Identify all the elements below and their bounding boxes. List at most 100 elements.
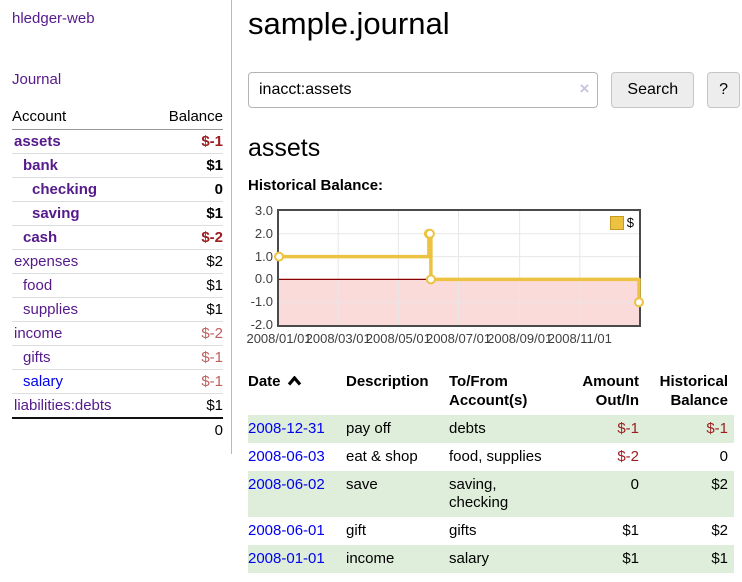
chart-plot-area: $: [274, 209, 644, 327]
search-input[interactable]: [248, 72, 599, 108]
page-title: sample.journal: [248, 6, 450, 41]
register-row: 2008-06-02 save saving, checking 0 $2: [248, 471, 734, 517]
sidebar-account-link[interactable]: cash: [23, 229, 58, 246]
sidebar-account-row: bank $1: [12, 154, 223, 178]
sidebar-account-link[interactable]: income: [14, 325, 63, 342]
register-amount: 0: [561, 471, 645, 517]
balance-column-header: Balance: [168, 108, 223, 125]
sidebar-account-link[interactable]: food: [23, 277, 53, 294]
register-row: 2008-01-01 income salary $1 $1: [248, 545, 734, 573]
register-date-link[interactable]: 2008-06-02: [248, 476, 325, 493]
sidebar-account-link[interactable]: expenses: [14, 253, 79, 270]
sidebar-account-balance: $1: [206, 205, 223, 222]
y-axis-tick-label: 2.0: [254, 225, 273, 241]
clear-search-icon[interactable]: ×: [579, 79, 590, 98]
sidebar-account-link[interactable]: liabilities:debts: [14, 397, 112, 414]
sidebar-account-row: salary $-1: [12, 370, 223, 394]
register-balance: $2: [645, 471, 734, 517]
x-axis-tick-label: 2008/05/01: [365, 331, 431, 346]
y-axis-tick-label: -1.0: [250, 294, 273, 310]
sidebar-account-row: gifts $-1: [12, 346, 223, 370]
register-amount: $-2: [617, 448, 639, 465]
app-brand: hledger-web: [12, 10, 223, 27]
sidebar-account-row: liabilities:debts $1: [12, 394, 223, 417]
legend-swatch-icon: [609, 215, 624, 230]
register-header-accounts: To/From Account(s): [449, 373, 528, 409]
sidebar-account-balance: $-1: [201, 349, 223, 366]
sort-ascending-icon: [287, 375, 301, 386]
main-content: sample.journal × Search ? assets Histori…: [246, 0, 740, 573]
register-table: Date Description To/From Account(s) Amou…: [248, 370, 734, 573]
account-table-header: Account Balance: [12, 105, 223, 130]
sidebar-account-balance: $1: [206, 301, 223, 318]
sidebar-account-row: expenses $2: [12, 250, 223, 274]
account-column-header: Account: [12, 108, 67, 125]
sidebar-account-link[interactable]: assets: [14, 133, 61, 150]
x-axis-tick-label: 2008/03/01: [305, 331, 371, 346]
help-button[interactable]: ?: [707, 72, 740, 108]
sidebar-account-row: cash $-2: [12, 226, 223, 250]
x-axis-tick-label: 2008/09/01: [487, 331, 553, 346]
sidebar-account-row: food $1: [12, 274, 223, 298]
search-button[interactable]: Search: [611, 72, 695, 108]
register-amount: $1: [561, 545, 645, 573]
register-date-link[interactable]: 2008-06-01: [248, 522, 325, 539]
y-axis-tick-label: 0.0: [254, 271, 273, 287]
account-rows: assets $-1 bank $1 checking 0 saving $1 …: [12, 130, 223, 417]
register-balance: $-1: [645, 415, 734, 443]
sidebar-account-link[interactable]: bank: [23, 157, 59, 174]
search-input-wrap: ×: [248, 72, 599, 108]
register-row: 2008-06-01 gift gifts $1 $2: [248, 517, 734, 545]
search-form: × Search ?: [248, 72, 740, 108]
register-accounts: salary: [449, 545, 561, 573]
sidebar-account-balance: $-1: [201, 373, 223, 390]
register-header-date[interactable]: Date: [248, 370, 346, 415]
chart-title: Historical Balance:: [248, 177, 384, 194]
sidebar-account-row: supplies $1: [12, 298, 223, 322]
sidebar-account-balance: $-1: [201, 133, 223, 150]
legend-series-label: $: [626, 215, 634, 230]
sidebar-account-link[interactable]: saving: [32, 205, 80, 222]
register-description: eat & shop: [346, 448, 418, 465]
account-total-value: 0: [214, 422, 223, 439]
historical-balance-chart: 3.0 2.0 1.0 0.0 -1.0 -2.0 $ 2008/01/01 2008/03…: [246, 204, 740, 349]
sidebar-account-balance: $-2: [201, 229, 223, 246]
sidebar-account-balance: 0: [214, 181, 223, 198]
register-description: pay off: [346, 415, 449, 443]
register-date-link[interactable]: 2008-01-01: [248, 550, 325, 567]
register-header-row: Date Description To/From Account(s) Amou…: [248, 370, 734, 415]
register-accounts: saving, checking: [449, 471, 561, 517]
sidebar-account-table: Account Balance assets $-1 bank $1 check…: [12, 105, 223, 442]
y-axis-tick-label: 1.0: [254, 248, 273, 264]
register-balance: $1: [645, 545, 734, 573]
y-axis-tick-label: 3.0: [254, 203, 273, 218]
register-description: gift: [346, 522, 367, 539]
sidebar-account-link[interactable]: salary: [23, 373, 64, 390]
register-accounts: debts: [449, 415, 561, 443]
register-row: 2008-12-31 pay off debts $-1 $-1: [248, 415, 734, 443]
sidebar-account-balance: $1: [206, 157, 223, 174]
register-balance: $2: [711, 522, 728, 539]
register-date-link[interactable]: 2008-12-31: [248, 420, 325, 437]
chart-legend: $: [609, 215, 634, 230]
register-amount: $-1: [561, 415, 645, 443]
account-total-row: 0: [12, 417, 223, 442]
sidebar-account-link[interactable]: supplies: [23, 301, 79, 318]
sidebar-account-balance: $-2: [201, 325, 223, 342]
sidebar: hledger-web Journal Account Balance asse…: [0, 0, 232, 454]
register-amount: $1: [622, 522, 639, 539]
x-axis-tick-label: 2008/01/01: [246, 331, 312, 346]
sidebar-account-link[interactable]: checking: [32, 181, 98, 198]
x-axis-tick-label: 2008/11/01: [547, 331, 612, 346]
register-date-link[interactable]: 2008-06-03: [248, 448, 325, 465]
chart-plot-svg: [274, 211, 644, 325]
sidebar-item-journal[interactable]: Journal: [12, 71, 62, 88]
sidebar-account-balance: $2: [206, 253, 223, 270]
register-description: income: [346, 545, 449, 573]
register-section: Date Description To/From Account(s) Amou…: [248, 370, 740, 573]
sidebar-account-link[interactable]: gifts: [23, 349, 51, 366]
register-header-description: Description: [346, 373, 429, 390]
brand-link[interactable]: hledger-web: [12, 10, 95, 27]
sidebar-account-row: saving $1: [12, 202, 223, 226]
register-accounts: food, supplies: [449, 448, 542, 465]
